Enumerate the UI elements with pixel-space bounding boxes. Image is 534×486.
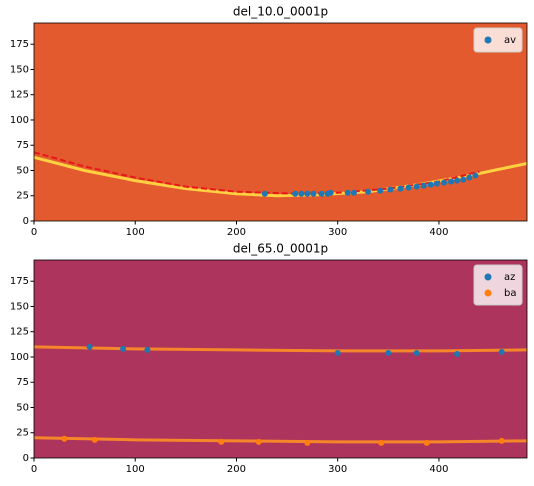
- x-tick-label: 200: [227, 227, 246, 238]
- point: [405, 184, 412, 191]
- legend-box: [473, 27, 523, 53]
- point: [304, 439, 311, 446]
- point: [413, 349, 420, 356]
- point: [433, 180, 440, 187]
- x-tick-label: 400: [429, 227, 448, 238]
- y-tick-label: 0: [23, 453, 29, 464]
- x-tick-label: 300: [328, 227, 347, 238]
- point: [318, 190, 325, 197]
- y-tick-label: 50: [16, 402, 29, 413]
- y-tick-label: 175: [10, 276, 29, 287]
- y-tick-label: 75: [16, 377, 29, 388]
- point: [498, 348, 505, 355]
- legend-label: az: [504, 272, 515, 283]
- point: [440, 179, 447, 186]
- point: [255, 438, 262, 445]
- y-tick-label: 25: [16, 428, 29, 439]
- point: [86, 343, 93, 350]
- y-tick-label: 50: [16, 165, 29, 176]
- point: [454, 350, 461, 357]
- y-tick-label: 100: [10, 352, 29, 363]
- point: [261, 190, 268, 197]
- point: [91, 436, 98, 443]
- x-tick-label: 100: [126, 464, 145, 475]
- point: [427, 181, 434, 188]
- x-tick-label: 0: [31, 464, 37, 475]
- legend-box: [473, 264, 523, 306]
- point: [61, 435, 68, 442]
- chart-title: del_65.0_0001p: [233, 242, 328, 256]
- point: [420, 182, 427, 189]
- legend-marker: [484, 273, 492, 281]
- point: [120, 345, 127, 352]
- x-tick-label: 400: [429, 464, 448, 475]
- line: [33, 436, 528, 444]
- x-tick-label: 0: [31, 227, 37, 238]
- point: [498, 437, 505, 444]
- legend-label: ba: [504, 288, 516, 299]
- point: [292, 190, 299, 197]
- point: [378, 439, 385, 446]
- y-tick-label: 100: [10, 115, 29, 126]
- point: [350, 189, 357, 196]
- point: [413, 183, 420, 190]
- point: [304, 190, 311, 197]
- legend-label: av: [504, 35, 516, 46]
- y-tick-label: 0: [23, 216, 29, 227]
- point: [385, 349, 392, 356]
- point: [387, 186, 394, 193]
- point: [397, 185, 404, 192]
- y-tick-label: 75: [16, 140, 29, 151]
- point: [472, 172, 479, 179]
- x-tick-label: 300: [328, 464, 347, 475]
- point: [466, 174, 473, 181]
- y-tick-label: 150: [10, 64, 29, 75]
- plot-background: [34, 23, 527, 221]
- point: [298, 190, 305, 197]
- y-tick-label: 125: [10, 90, 29, 101]
- point: [327, 189, 334, 196]
- legend-marker: [484, 36, 492, 44]
- line: [33, 345, 528, 353]
- y-tick-label: 25: [16, 191, 29, 202]
- chart-title: del_10.0_0001p: [233, 5, 328, 19]
- point: [377, 187, 384, 194]
- point: [310, 190, 317, 197]
- y-tick-label: 175: [10, 39, 29, 50]
- point: [448, 178, 455, 185]
- point: [365, 188, 372, 195]
- x-tick-label: 200: [227, 464, 246, 475]
- point: [144, 346, 151, 353]
- y-tick-label: 125: [10, 327, 29, 338]
- point: [334, 349, 341, 356]
- point: [344, 189, 351, 196]
- x-tick-label: 100: [126, 227, 145, 238]
- point: [218, 438, 225, 445]
- plot-frame: [33, 22, 528, 222]
- point: [460, 176, 467, 183]
- point: [454, 177, 461, 184]
- point: [423, 439, 430, 446]
- plot-background: [34, 260, 527, 458]
- y-tick-label: 150: [10, 301, 29, 312]
- plot-frame: [33, 259, 528, 459]
- legend-marker: [484, 289, 492, 297]
